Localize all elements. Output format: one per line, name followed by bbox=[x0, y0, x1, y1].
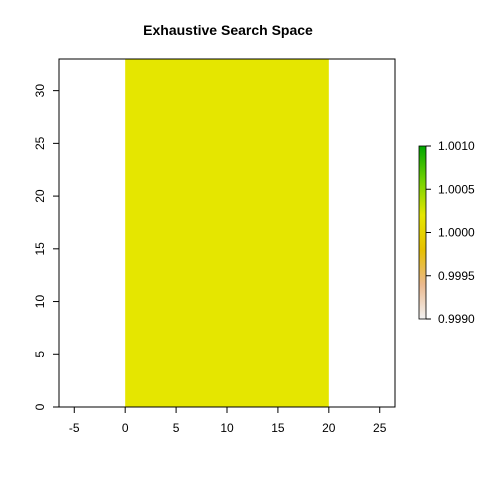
colorbar-tick-label: 0.9990 bbox=[438, 312, 475, 326]
heatmap-cell bbox=[125, 59, 329, 407]
y-tick-label: 0 bbox=[33, 403, 47, 410]
x-tick-label: 25 bbox=[373, 421, 387, 435]
y-tick-label: 25 bbox=[33, 136, 47, 150]
heatmap-cells bbox=[125, 59, 329, 407]
x-tick-label: 20 bbox=[322, 421, 336, 435]
colorbar-legend: 0.9990 0.9995 1.0000 1.0005 1.0010 bbox=[418, 139, 475, 326]
y-axis: 0 5 10 15 20 25 30 bbox=[33, 84, 60, 410]
colorbar-ticks: 0.9990 0.9995 1.0000 1.0005 1.0010 bbox=[426, 139, 475, 326]
colorbar-gradient bbox=[418, 145, 427, 320]
x-tick-label: 10 bbox=[220, 421, 234, 435]
chart-title: Exhaustive Search Space bbox=[143, 22, 313, 38]
y-tick-label: 15 bbox=[33, 242, 47, 256]
y-tick-label: 10 bbox=[33, 295, 47, 309]
colorbar-tick-label: 1.0005 bbox=[438, 182, 475, 196]
y-tick-label: 20 bbox=[33, 189, 47, 203]
colorbar-tick-label: 1.0000 bbox=[438, 226, 475, 240]
x-tick-label: 5 bbox=[173, 421, 180, 435]
y-tick-label: 5 bbox=[33, 351, 47, 358]
x-tick-label: 15 bbox=[271, 421, 285, 435]
x-tick-label: -5 bbox=[69, 421, 80, 435]
y-tick-label: 30 bbox=[33, 84, 47, 98]
x-tick-label: 0 bbox=[122, 421, 129, 435]
colorbar-tick-label: 1.0010 bbox=[438, 139, 475, 153]
plot-area bbox=[58, 58, 396, 408]
x-axis: -5 0 5 10 15 20 25 bbox=[69, 406, 387, 435]
colorbar-tick-label: 0.9995 bbox=[438, 269, 475, 283]
